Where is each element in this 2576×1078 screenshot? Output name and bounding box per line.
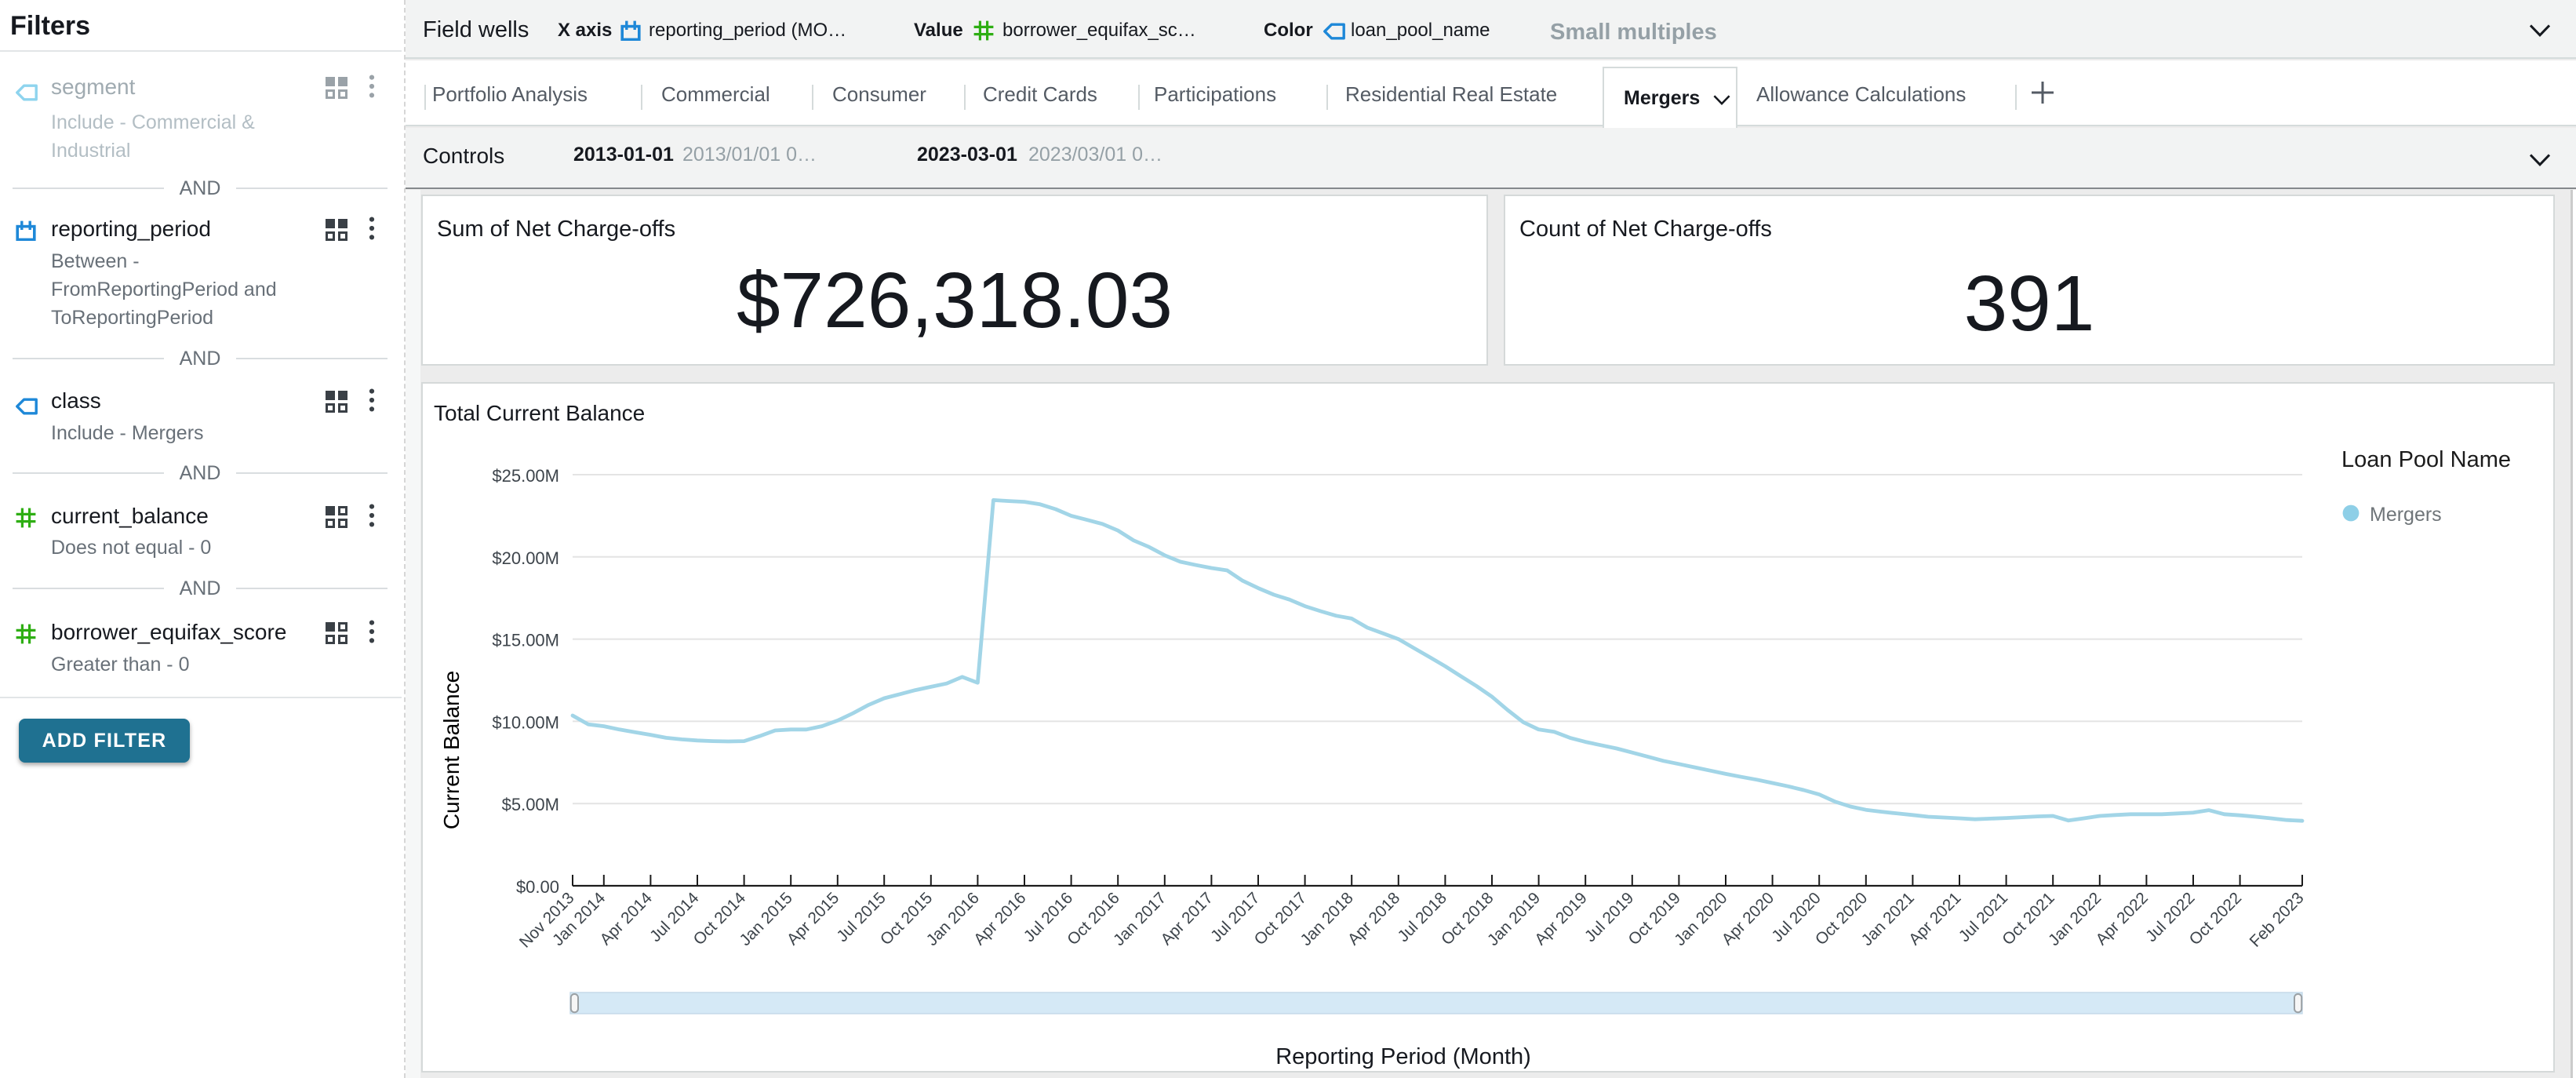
svg-text:Total Current Balance: Total Current Balance [434,401,645,425]
svg-text:$15.00M: $15.00M [492,631,559,650]
svg-text:$0.00: $0.00 [516,877,559,897]
svg-text:$5.00M: $5.00M [502,795,559,814]
svg-text:Current Balance: Current Balance [439,671,464,829]
svg-text:Loan Pool Name: Loan Pool Name [2341,447,2511,472]
svg-text:Reporting Period (Month): Reporting Period (Month) [1275,1044,1531,1069]
svg-text:$20.00M: $20.00M [492,548,559,568]
svg-text:Mergers: Mergers [2370,504,2442,526]
svg-text:$10.00M: $10.00M [492,712,559,732]
svg-text:$25.00M: $25.00M [492,466,559,486]
svg-text:Feb 2023: Feb 2023 [2247,889,2308,951]
